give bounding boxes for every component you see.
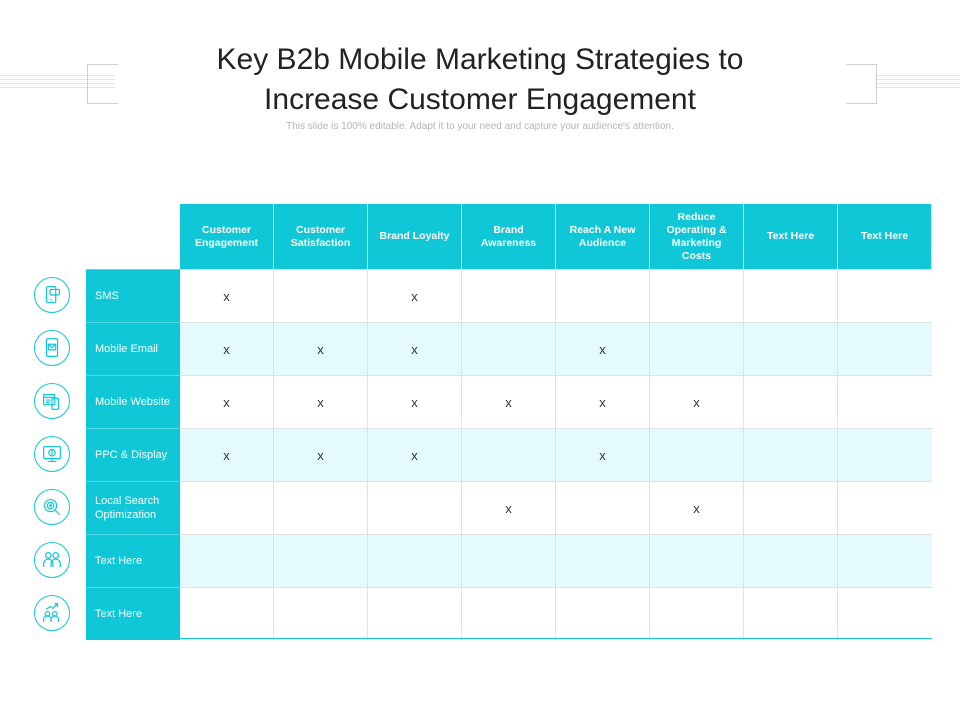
table-cell: x (650, 481, 744, 534)
strategy-table: Customer Engagement Customer Satisfaction… (86, 204, 932, 640)
table-cell (274, 534, 368, 587)
decor-lines-right (875, 75, 960, 93)
row-label: SMS (86, 269, 180, 322)
table-cell (650, 587, 744, 640)
column-header: Customer Engagement (180, 204, 274, 269)
table-cell: x (180, 322, 274, 375)
column-header: Brand Loyalty (368, 204, 462, 269)
table-cell: x (180, 269, 274, 322)
table-cell: x (368, 375, 462, 428)
ppc-display-icon (34, 436, 70, 472)
table-cell: x (556, 428, 650, 481)
table-cell (368, 534, 462, 587)
table-cell: x (462, 375, 556, 428)
table-cell (556, 269, 650, 322)
table-cell (556, 481, 650, 534)
table-cell: x (274, 322, 368, 375)
table-cell: x (180, 375, 274, 428)
table-corner (86, 204, 180, 269)
row-label: PPC & Display (86, 428, 180, 481)
row-label: Mobile Email (86, 322, 180, 375)
row-label: Mobile Website (86, 375, 180, 428)
table-cell (838, 481, 932, 534)
column-header: Reach A New Audience (556, 204, 650, 269)
table-cell (838, 428, 932, 481)
table-cell: x (650, 375, 744, 428)
table-cell (462, 322, 556, 375)
table-cell (274, 587, 368, 640)
table-cell (838, 587, 932, 640)
column-header: Customer Satisfaction (274, 204, 368, 269)
table-cell (650, 322, 744, 375)
table-cell (180, 587, 274, 640)
row-label: Text Here (86, 534, 180, 587)
table-cell (650, 428, 744, 481)
table-cell (556, 587, 650, 640)
table-cell (744, 428, 838, 481)
title-line-1: Key B2b Mobile Marketing Strategies to (216, 43, 744, 76)
table-cell: x (368, 322, 462, 375)
table-cell: x (462, 481, 556, 534)
table-cell (744, 481, 838, 534)
table-cell (180, 534, 274, 587)
table-cell (274, 481, 368, 534)
sms-phone-icon (34, 277, 70, 313)
decor-lines-left (0, 75, 115, 93)
column-header: Brand Awareness (462, 204, 556, 269)
table-cell (838, 322, 932, 375)
table-cell (744, 587, 838, 640)
table-cell (838, 534, 932, 587)
table-cell: x (368, 428, 462, 481)
table-cell (744, 375, 838, 428)
slide-title: Key B2b Mobile Marketing Strategies to I… (150, 40, 810, 120)
table-bottom-border (86, 638, 932, 639)
column-header: Text Here (838, 204, 932, 269)
table-cell: x (274, 375, 368, 428)
table-cell: x (368, 269, 462, 322)
table-cell (556, 534, 650, 587)
table-cell: x (556, 375, 650, 428)
row-label: Local Search Optimization (86, 481, 180, 534)
people-icon (34, 542, 70, 578)
table-cell (368, 481, 462, 534)
table-cell (462, 534, 556, 587)
title-bracket-right (846, 64, 877, 104)
table-cell (744, 322, 838, 375)
table-cell: x (180, 428, 274, 481)
table-cell (744, 269, 838, 322)
title-line-2: Increase Customer Engagement (264, 83, 696, 116)
local-search-icon (34, 489, 70, 525)
table-cell (180, 481, 274, 534)
table-cell (838, 375, 932, 428)
table-cell (368, 587, 462, 640)
growth-people-icon (34, 595, 70, 631)
mobile-website-icon (34, 383, 70, 419)
table-cell (274, 269, 368, 322)
table-cell (650, 269, 744, 322)
table-cell: x (556, 322, 650, 375)
column-header: Reduce Operating & Marketing Costs (650, 204, 744, 269)
table-cell: x (274, 428, 368, 481)
table-cell (462, 428, 556, 481)
column-header: Text Here (744, 204, 838, 269)
table-cell (462, 587, 556, 640)
table-cell (462, 269, 556, 322)
slide-subtitle: This slide is 100% editable. Adapt it to… (286, 121, 674, 132)
table-cell (744, 534, 838, 587)
title-bracket-left (87, 64, 118, 104)
mobile-email-icon (34, 330, 70, 366)
row-label: Text Here (86, 587, 180, 640)
table-cell (838, 269, 932, 322)
table-cell (650, 534, 744, 587)
